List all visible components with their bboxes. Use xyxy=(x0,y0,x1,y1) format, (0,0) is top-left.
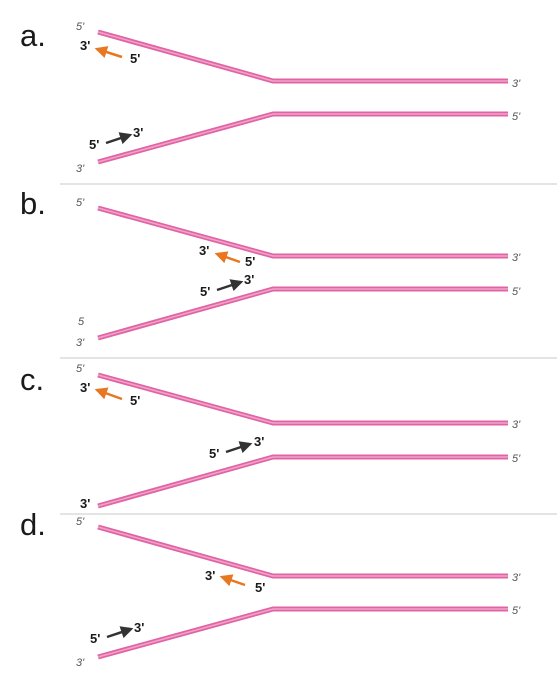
strand-end-label: 5' xyxy=(76,21,85,33)
strand-end-label: 3' xyxy=(80,496,90,511)
bottom-strand xyxy=(97,454,508,509)
primer-3prime-label: 3' xyxy=(80,380,90,395)
primer-3prime-label: 3' xyxy=(199,243,209,258)
primer-5prime-label: 5' xyxy=(130,393,140,408)
orange-primer-arrow xyxy=(94,46,123,59)
primer-5prime-label: 5' xyxy=(90,631,100,646)
bottom-strand-highlight xyxy=(97,456,508,507)
strand-end-label: 3' xyxy=(512,419,521,431)
strand-end-label: 5' xyxy=(76,197,85,209)
top-strand xyxy=(97,372,508,426)
panel-letter: d. xyxy=(20,507,46,542)
top-strand-highlight xyxy=(97,207,508,257)
primer-3prime-label: 3' xyxy=(205,568,215,583)
strand-end-label: 5' xyxy=(76,363,85,375)
strand-end-label: 5' xyxy=(512,453,521,465)
strand-end-label: 5' xyxy=(512,605,521,617)
bottom-strand-highlight xyxy=(97,608,508,658)
primer-3prime-label: 3' xyxy=(244,272,254,287)
top-strand xyxy=(97,524,508,579)
dark-primer-arrow xyxy=(216,279,244,292)
top-strand-highlight xyxy=(97,31,508,82)
bottom-strand-highlight xyxy=(97,113,508,163)
primer-5prime-label: 5' xyxy=(255,580,265,595)
bottom-strand-highlight xyxy=(97,288,508,339)
bottom-strand xyxy=(97,606,508,660)
bottom-strand xyxy=(97,286,508,341)
panel-letter: c. xyxy=(20,362,44,397)
strand-end-label: 3' xyxy=(76,657,85,669)
dark-primer-arrow xyxy=(106,626,134,639)
panel-a: a. 5' 3' 3' 5' 3' 5' 5' 3' xyxy=(20,18,521,175)
panel-c: c. 5' 3' 3' 5' 3' 5' 5' 3' xyxy=(20,362,521,511)
strand-end-label: 5' xyxy=(512,111,521,123)
primer-3prime-label: 3' xyxy=(134,620,144,635)
strand-end-label: 3' xyxy=(512,78,521,90)
strand-end-label: 5' xyxy=(512,286,521,298)
primer-3prime-label: 3' xyxy=(133,125,143,140)
primer-5prime-label: 5' xyxy=(89,137,99,152)
strand-end-label: 5 xyxy=(78,316,85,328)
orange-primer-arrow xyxy=(94,387,123,401)
panel-b: b. 5' 3' 5 3' 5' 3' 5' 5' 3' xyxy=(20,186,521,349)
strand-end-label: 3' xyxy=(76,337,85,349)
primer-3prime-label: 3' xyxy=(254,434,264,449)
panel-d: d. 5' 3' 3' 5' 3' 5' 5' 3' xyxy=(20,507,521,669)
strand-end-label: 5' xyxy=(76,516,85,528)
dark-primer-arrow xyxy=(225,441,253,454)
top-strand-highlight xyxy=(97,526,508,577)
bottom-strand xyxy=(97,111,508,165)
primer-5prime-label: 5' xyxy=(209,446,219,461)
orange-primer-arrow xyxy=(214,251,241,264)
strand-end-label: 3' xyxy=(76,163,85,175)
panel-letter: a. xyxy=(20,18,46,53)
top-strand-highlight xyxy=(97,374,508,424)
primer-5prime-label: 5' xyxy=(245,254,255,269)
primer-5prime-label: 5' xyxy=(130,51,140,66)
orange-primer-arrow xyxy=(219,574,246,587)
panel-letter: b. xyxy=(20,186,46,221)
top-strand xyxy=(97,205,508,259)
dark-primer-arrow xyxy=(105,132,133,145)
top-strand xyxy=(97,29,508,84)
primer-3prime-label: 3' xyxy=(80,38,90,53)
strand-end-label: 3' xyxy=(512,252,521,264)
primer-5prime-label: 5' xyxy=(200,284,210,299)
strand-end-label: 3' xyxy=(512,572,521,584)
